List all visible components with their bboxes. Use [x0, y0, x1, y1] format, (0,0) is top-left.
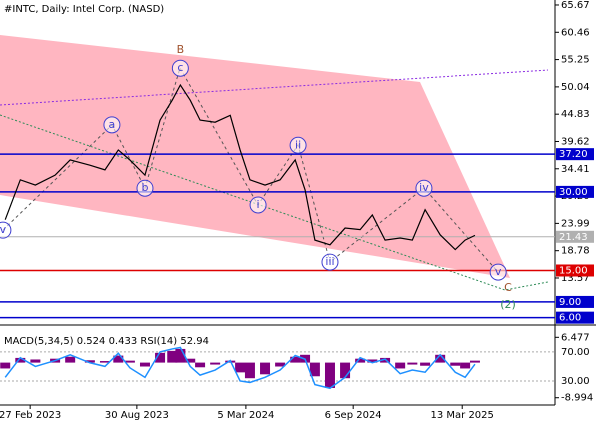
level-label: 6.00 [559, 313, 581, 324]
macd-bar [290, 356, 301, 363]
wave-label: i [257, 198, 260, 211]
wave-circle [0, 221, 12, 239]
macd-bar [235, 362, 246, 373]
chart-title: #INTC, Daily: Intel Corp. (NASD) [4, 4, 164, 15]
y-tick-label: -8.994 [561, 393, 593, 404]
wave-label: B [177, 43, 185, 56]
macd-bar [65, 356, 76, 363]
macd-bar [395, 362, 406, 369]
macd-bar [185, 358, 196, 363]
x-tick-label: 30 Aug 2023 [105, 410, 169, 421]
macd-bar [469, 360, 480, 363]
wave-label: v [0, 223, 7, 236]
level-label: 30.00 [559, 187, 588, 198]
y-tick-label: 18.78 [561, 246, 590, 257]
wave-circle [289, 136, 307, 154]
macd-bar [15, 357, 26, 363]
y-tick-label: 50.04 [561, 82, 590, 93]
macd-bar [367, 359, 378, 363]
macd-bar [435, 354, 446, 363]
wave-label: ii [295, 138, 301, 151]
macd-bar [324, 362, 335, 388]
price-line [4, 83, 476, 251]
level-box [556, 230, 594, 243]
wave-circle [415, 179, 433, 197]
macd-bar [340, 362, 351, 379]
level-box [556, 185, 594, 198]
x-tick-label: 6 Sep 2024 [325, 410, 382, 421]
wave-label: b [141, 181, 148, 194]
x-tick-label: 13 Mar 2025 [431, 410, 494, 421]
y-tick-label: 39.62 [561, 136, 590, 147]
macd-bar [407, 362, 418, 365]
macd-bar [99, 361, 110, 363]
trend-line [0, 69, 549, 106]
wave-label: v [495, 265, 502, 278]
wave-label: a [109, 118, 116, 131]
rsi-line [4, 346, 476, 390]
macd-bar [309, 362, 320, 377]
y2-tick-label: 30.00 [561, 376, 590, 387]
y-tick-label: 44.83 [561, 109, 590, 120]
y-tick-label: 6.477 [561, 332, 590, 343]
level-box [556, 148, 594, 161]
wave-circle [249, 196, 267, 214]
macd-bar [84, 360, 95, 363]
macd-bar [244, 362, 255, 379]
wave-circle [103, 116, 121, 134]
level-label: 21.43 [559, 232, 588, 243]
macd-bar [30, 359, 41, 363]
wave-circle [489, 263, 507, 281]
macd-bar [0, 362, 11, 369]
indicator-title: MACD(5,34,5) 0.524 0.433 RSI(14) 52.94 [4, 336, 209, 347]
channel [0, 35, 510, 278]
macd-bar [124, 360, 135, 363]
y-tick-label: 55.25 [561, 55, 590, 66]
wave-label: iii [325, 255, 334, 268]
x-tick-label: 27 Feb 2023 [0, 410, 61, 421]
macd-bar [195, 362, 206, 368]
macd-bar [167, 350, 178, 363]
macd-bar [355, 358, 366, 363]
level-label: 15.00 [559, 265, 588, 276]
macd-bar [139, 362, 150, 367]
wave-circle [321, 253, 339, 271]
macd-bar [420, 362, 431, 366]
macd-bar [260, 362, 271, 375]
macd-bar [155, 352, 166, 363]
wave-label: C [504, 281, 512, 294]
level-box [556, 264, 594, 277]
macd-bar [460, 362, 471, 369]
macd-bar [175, 348, 186, 363]
level-box [556, 311, 594, 324]
y-tick-label: 34.41 [561, 164, 590, 175]
level-box [556, 295, 594, 308]
y-tick-label: 13.57 [561, 273, 590, 284]
wave-label: c [177, 61, 183, 74]
y-tick-label: 23.99 [561, 218, 590, 229]
level-label: 9.00 [559, 297, 581, 308]
y-tick-label: 60.46 [561, 27, 590, 38]
x-tick-label: 5 Mar 2024 [217, 410, 274, 421]
macd-bar [275, 362, 286, 367]
y2-tick-label: 70.00 [561, 347, 590, 358]
wave-label: (2) [500, 298, 516, 311]
y-tick-label: 65.67 [561, 0, 590, 11]
macd-bar [380, 357, 391, 363]
wave-circle [171, 59, 189, 77]
macd-bar [113, 355, 124, 363]
macd-bar [210, 362, 221, 365]
level-label: 37.20 [559, 149, 588, 160]
wave-circle [136, 179, 154, 197]
wave-label: iv [419, 181, 429, 194]
macd-bar [450, 362, 461, 366]
